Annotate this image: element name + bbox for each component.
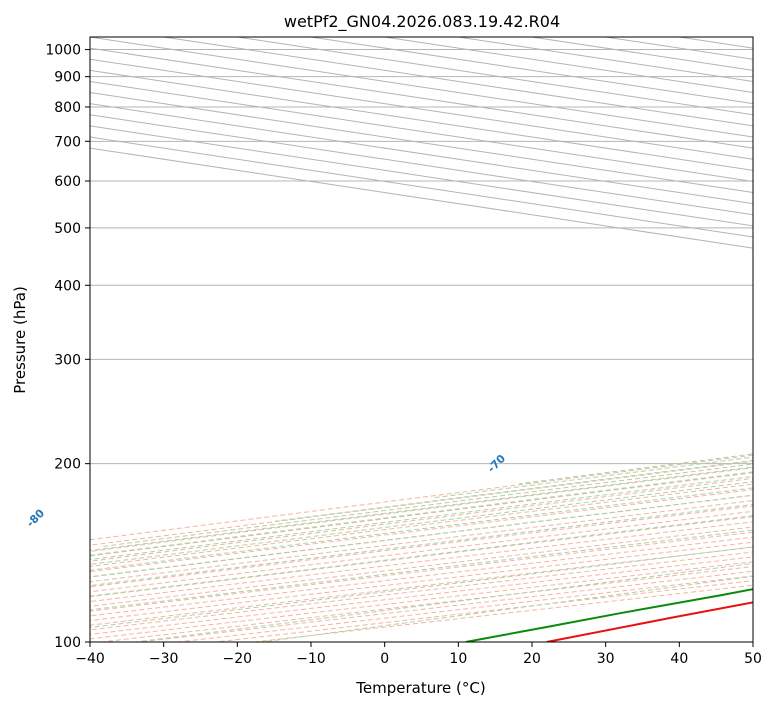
y-tick-label: 600 xyxy=(54,174,81,190)
plot-frame xyxy=(89,36,754,643)
y-tick-label: 200 xyxy=(54,457,81,473)
x-tick-label: 10 xyxy=(449,651,467,667)
y-tick-label: 300 xyxy=(54,352,81,368)
y-tick-label: 800 xyxy=(54,100,81,116)
isotherm--120 xyxy=(90,125,753,227)
y-tick-label: 100 xyxy=(54,635,81,651)
isotherm--110 xyxy=(90,114,753,216)
x-tick-label: 20 xyxy=(523,651,541,667)
isotherm--50 xyxy=(90,47,753,149)
x-tick-label: 40 xyxy=(670,651,688,667)
y-tick-label: 900 xyxy=(54,70,81,86)
x-axis: −40 −30 −20 −10 0 10 20 30 40 50 xyxy=(75,642,762,667)
isotherm--60 xyxy=(90,58,753,160)
chart-title: wetPf2_GN04.2026.083.19.42.R04 xyxy=(284,12,560,32)
x-tick-label: 0 xyxy=(380,651,389,667)
x-axis-title: Temperature (°C) xyxy=(355,679,485,697)
x-tick-label: −10 xyxy=(296,651,326,667)
isotherm--90 xyxy=(90,92,753,194)
isotherm--70 xyxy=(90,69,753,171)
y-axis: 100 200 300 400 500 600 700 800 900 1000 xyxy=(45,43,90,651)
y-tick-label: 700 xyxy=(54,134,81,150)
x-tick-label: −40 xyxy=(75,651,105,667)
isotherm-gridlines xyxy=(90,37,753,249)
isotherm--130 xyxy=(90,136,753,238)
x-tick-label: 30 xyxy=(597,651,615,667)
x-tick-label: −30 xyxy=(149,651,179,667)
isotherm--100 xyxy=(90,103,753,205)
x-tick-label: 50 xyxy=(744,651,762,667)
x-tick-label: −20 xyxy=(223,651,253,667)
y-axis-title: Pressure (hPa) xyxy=(11,286,29,394)
plot-area xyxy=(90,37,753,642)
y-tick-label: 1000 xyxy=(45,43,81,59)
y-tick-label: 500 xyxy=(54,221,81,237)
y-tick-label: 400 xyxy=(54,278,81,294)
isotherm--80 xyxy=(90,80,753,182)
isobar-gridlines xyxy=(90,49,753,642)
